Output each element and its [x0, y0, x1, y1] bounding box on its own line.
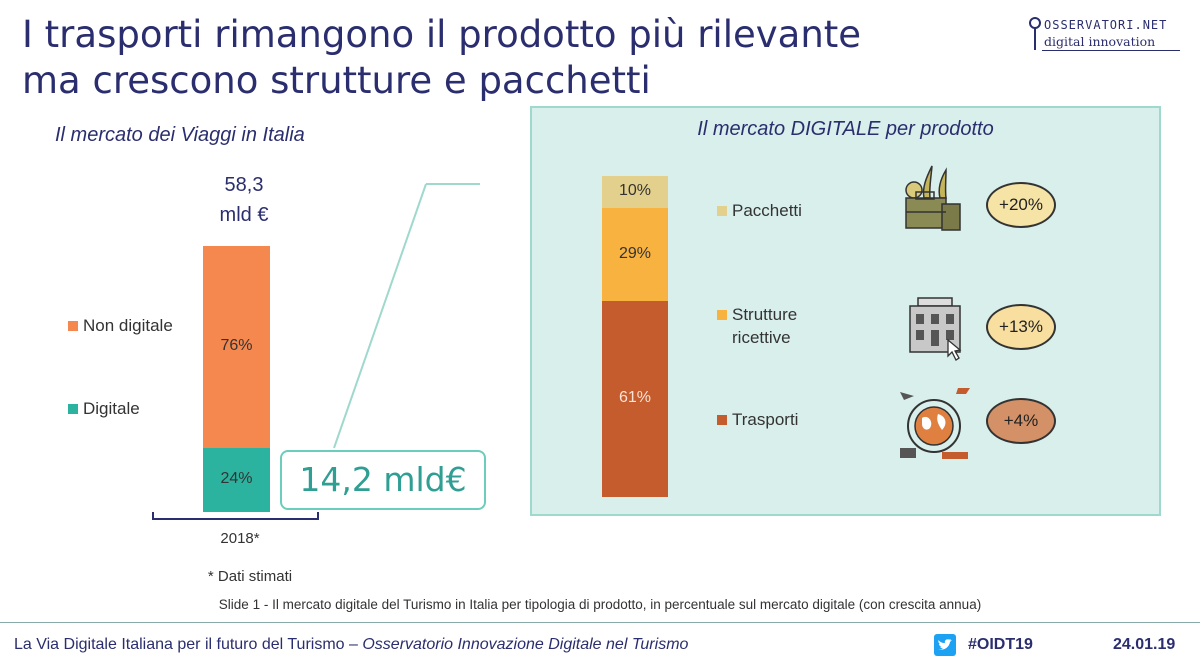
legend-label-trasporti: Trasporti	[732, 410, 799, 429]
hotel-icon	[909, 297, 962, 361]
footer-text-plain: La Via Digitale Italiana per il futuro d…	[14, 636, 363, 653]
growth-badge-strutture: +13%	[986, 304, 1056, 350]
bar-label-trasporti: 61%	[618, 389, 652, 407]
legend-swatch-digitale	[68, 404, 78, 414]
legend-label-strutture-line2: ricettive	[732, 328, 791, 347]
legend-label-digitale: Digitale	[83, 399, 140, 418]
bar-label-non-digitale: 76%	[220, 337, 253, 355]
bar-label-digitale: 24%	[220, 470, 253, 488]
estimate-footnote: * Dati stimati	[207, 568, 293, 585]
legend-swatch-strutture	[717, 310, 727, 320]
bar-digitale	[203, 448, 270, 512]
logo-top-text: OSSERVATORI.NET	[1044, 18, 1168, 32]
legend-label-strutture-line1: Strutture	[732, 305, 798, 324]
right-chart-title: Il mercato DIGITALE per prodotto	[697, 118, 994, 140]
bar-segment-strutture	[602, 208, 668, 302]
osservatori-logo: OSSERVATORI.NET digital innovation	[1028, 14, 1183, 60]
bar-non-digitale	[203, 246, 270, 449]
slide-caption: Slide 1 - Il mercato digitale del Turism…	[218, 597, 982, 612]
year-bracket	[152, 512, 319, 520]
twitter-icon	[934, 634, 956, 656]
legend-label-pacchetti: Pacchetti	[732, 201, 802, 220]
legend-swatch-pacchetti	[717, 206, 727, 216]
logo-underline	[1042, 50, 1180, 51]
total-unit: mld €	[219, 204, 269, 226]
legend-swatch-non-digitale	[68, 321, 78, 331]
footer-hashtag[interactable]: #OIDT19	[968, 636, 1033, 653]
bar-label-pacchetti: 10%	[618, 182, 652, 200]
bar-segment-pacchetti	[602, 176, 668, 209]
legend-label-strutture: Strutture ricettive	[732, 303, 797, 349]
growth-badge-pacchetti: +20%	[986, 182, 1056, 228]
zoom-connector	[333, 183, 480, 449]
total-value: 58,3	[224, 174, 264, 196]
digital-value-callout: 14,2 mld€	[280, 450, 486, 510]
footer-divider	[0, 622, 1200, 623]
world-transport-icon	[900, 388, 970, 459]
bar-label-strutture: 29%	[618, 244, 652, 262]
total-market-label: 58,3 mld €	[190, 170, 298, 230]
pin-icon	[1029, 17, 1041, 50]
growth-badge-trasporti: +4%	[986, 398, 1056, 444]
logo-bottom-text: digital innovation	[1044, 34, 1156, 49]
footer-text: La Via Digitale Italiana per il futuro d…	[14, 636, 688, 654]
legend-label-non-digitale: Non digitale	[83, 316, 173, 335]
footer-date: 24.01.19	[1113, 636, 1176, 653]
bar-segment-trasporti	[602, 301, 668, 497]
legend-swatch-trasporti	[717, 415, 727, 425]
footer-text-italic: Osservatorio Innovazione Digitale nel Tu…	[362, 636, 689, 653]
x-tick-label-2018: 2018*	[220, 530, 260, 547]
left-chart-title: Il mercato dei Viaggi in Italia	[55, 124, 305, 146]
suitcase-icon	[905, 165, 961, 231]
page-title: I trasporti rimangono il prodotto più ri…	[22, 13, 862, 102]
